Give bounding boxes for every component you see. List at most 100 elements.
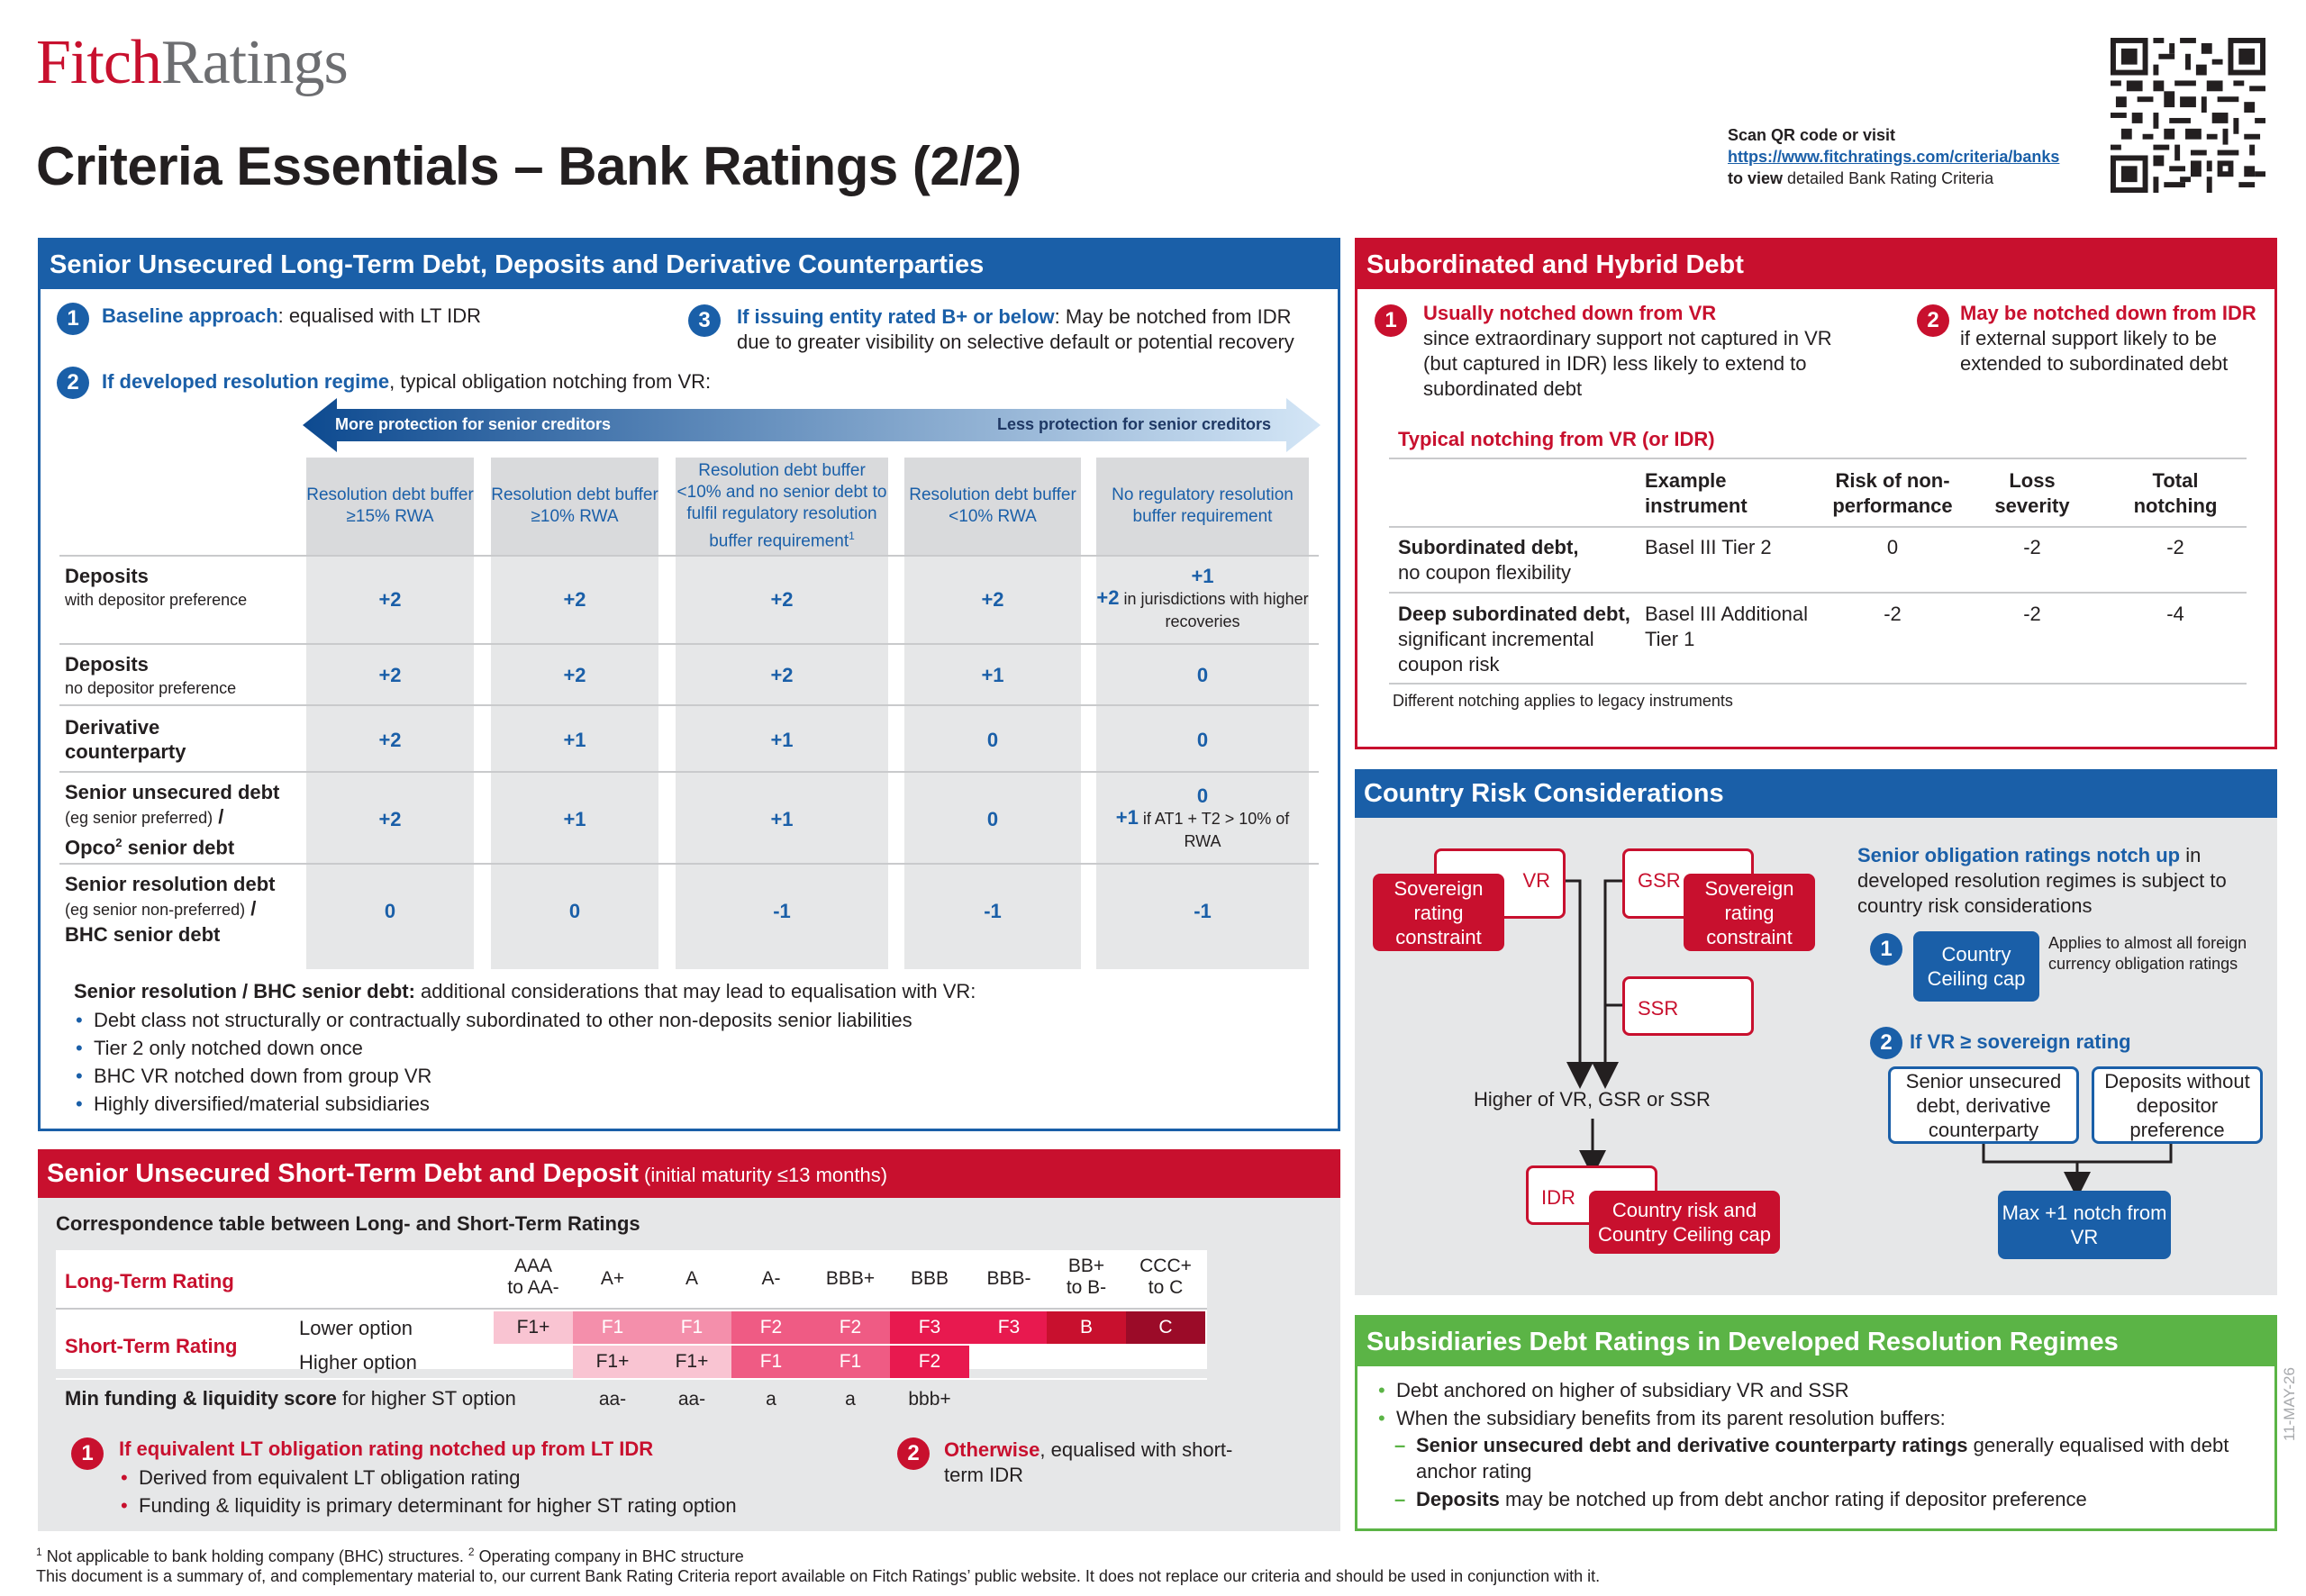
cell: -1: [984, 900, 1002, 922]
cell: 0: [568, 900, 581, 922]
list-item: Debt class not structurally or contractu…: [74, 1006, 912, 1034]
sub-header-total: Total notching: [2133, 469, 2218, 517]
point-2-badge: 2: [57, 367, 89, 399]
sub-row-2-total: -4: [2166, 603, 2184, 625]
st-lower-cell: C: [1126, 1311, 1205, 1344]
st-lower-cell: F1: [652, 1311, 731, 1344]
st-lower-cell: F2: [811, 1311, 890, 1344]
min-score-cell: aa-: [598, 1389, 627, 1410]
row-divider: [59, 704, 1319, 706]
qr-caption: Scan QR code or visit https://www.fitchr…: [1728, 126, 2060, 187]
issuing-entity-b-plus: If issuing entity rated B+ or below: May…: [737, 305, 1294, 353]
sub-header-loss: Loss severity: [1994, 469, 2070, 517]
col-header-4: Resolution debt buffer <10% RWA: [904, 458, 1081, 555]
subsidiaries-title: Subsidiaries Debt Ratings in Developed R…: [1357, 1318, 2274, 1366]
cell: +1: [770, 729, 794, 751]
higher-of-label: Higher of VR, GSR or SSR: [1474, 1088, 1711, 1111]
row-divider: [59, 555, 1319, 557]
subsidiaries-panel: Subsidiaries Debt Ratings in Developed R…: [1355, 1315, 2277, 1531]
col-header-3: Resolution debt buffer <10% and no senio…: [676, 458, 888, 555]
senior-lt-panel: Senior Unsecured Long-Term Debt, Deposit…: [38, 238, 1340, 1131]
list-item: BHC VR notched down from group VR: [74, 1062, 912, 1090]
country-risk-title: Country Risk Considerations: [1355, 769, 2277, 818]
st-higher-cell: F2: [890, 1346, 969, 1378]
sub-divider: [1389, 683, 2247, 685]
st-higher-cell: F1: [811, 1346, 890, 1378]
cell: +2: [563, 588, 586, 611]
st-rating-label: Short-Term Rating: [65, 1335, 238, 1357]
correspondence-subtitle: Correspondence table between Long- and S…: [56, 1212, 640, 1235]
baseline-approach: Baseline approach: equalised with LT IDR: [102, 304, 482, 327]
considerations-list: Debt class not structurally or contractu…: [74, 1006, 912, 1118]
higher-option-label: Higher option: [299, 1351, 417, 1374]
cell: +2: [378, 808, 402, 830]
arrow-left-label: More protection for senior creditors: [335, 415, 612, 433]
cell: 0: [384, 900, 396, 922]
lt-rating-header: BBB: [910, 1268, 949, 1289]
max-notch-box: Max +1 notch from VR: [1998, 1191, 2171, 1259]
min-score-cell: bbb+: [908, 1389, 951, 1410]
lt-rating-header: A+: [600, 1268, 625, 1289]
row-label-senior-resolution: Senior resolution debt (eg senior non-pr…: [65, 873, 276, 946]
row-label-deposits-pref: Deposits with depositor preference: [65, 565, 248, 609]
st-point-1-list: Derived from equivalent LT obligation ra…: [119, 1464, 737, 1519]
lt-rating-header: AAA to AA-: [507, 1256, 559, 1298]
sub-point-1-badge: 1: [1375, 304, 1407, 337]
qr-code-icon[interactable]: [2111, 38, 2265, 193]
point-1-badge: 1: [57, 303, 89, 335]
cell: +1: [563, 808, 586, 830]
list-item: Derived from equivalent LT obligation ra…: [119, 1464, 737, 1492]
st-lower-cell: F3: [890, 1311, 969, 1344]
st-point-1-title: If equivalent LT obligation rating notch…: [119, 1437, 654, 1460]
notching-table-title: Typical notching from VR (or IDR): [1398, 428, 1715, 450]
sub-row-2-instrument: Basel III Additional Tier 1: [1645, 603, 1809, 650]
qr-scan-text: Scan QR code or visit: [1728, 126, 1896, 144]
st-higher-cell: F1+: [573, 1346, 652, 1378]
cell: +1: [563, 729, 586, 751]
sub-row-1-label: Subordinated debt, no coupon flexibility: [1398, 536, 1579, 584]
st-point-1-badge: 1: [71, 1437, 104, 1470]
st-point-2-badge: 2: [897, 1437, 930, 1470]
cell: +1: [981, 664, 1004, 686]
cr-point-1-badge: 1: [1870, 933, 1902, 966]
row-divider: [59, 643, 1319, 645]
st-lower-cell: F1: [573, 1311, 652, 1344]
cell: -1: [1194, 900, 1212, 922]
subsidiaries-list: Debt anchored on higher of subsidiary VR…: [1376, 1376, 2259, 1432]
cell: +1: [770, 808, 794, 830]
footnotes: 1 Not applicable to bank holding company…: [36, 1546, 744, 1565]
vr-sovereign-title: If VR ≥ sovereign rating: [1910, 1030, 2131, 1053]
min-score-cell: a: [766, 1389, 776, 1410]
lt-rating-header: CCC+ to C: [1139, 1256, 1192, 1298]
deposits-no-pref-box: Deposits without depositor preference: [2092, 1066, 2263, 1144]
sub-header-instrument: Example instrument: [1645, 469, 1748, 517]
criteria-link[interactable]: https://www.fitchratings.com/criteria/ba…: [1728, 148, 2060, 166]
sub-row-1-total: -2: [2166, 536, 2184, 558]
cell: +2: [378, 664, 402, 686]
cell: +2: [770, 588, 794, 611]
document-date: 11-MAY-26: [2281, 1367, 2298, 1441]
cell: +2: [563, 664, 586, 686]
cell: +2: [378, 729, 402, 751]
row-label-derivative: Derivative counterparty: [65, 716, 186, 763]
lt-rating-label: Long-Term Rating: [65, 1270, 234, 1292]
lower-option-label: Lower option: [299, 1317, 413, 1339]
disclaimer: This document is a summary of, and compl…: [36, 1567, 1601, 1585]
list-item: Funding & liquidity is primary determina…: [119, 1492, 737, 1519]
subsidiaries-dash-2: – Deposits may be notched up from debt an…: [1394, 1488, 2087, 1510]
country-ceiling-cap-box: Country risk and Country Ceiling cap: [1589, 1191, 1780, 1254]
st-divider: [56, 1308, 1207, 1310]
sub-row-1-instrument: Basel III Tier 2: [1645, 536, 1772, 558]
country-ceiling-box: Country Ceiling cap: [1913, 931, 2039, 1002]
row-divider: [59, 771, 1319, 773]
st-point-2-text: Otherwise, equalised with short- term ID…: [944, 1438, 1233, 1486]
country-ceiling-note: Applies to almost all foreign currency o…: [2048, 934, 2247, 973]
cell: 0: [986, 729, 999, 751]
st-lower-cell: F3: [969, 1311, 1049, 1344]
st-higher-cell: F1+: [652, 1346, 731, 1378]
subsidiaries-dash-1: – Senior unsecured debt and derivative co…: [1394, 1434, 2229, 1483]
row-label-deposits-nopref: Deposits no depositor preference: [65, 653, 237, 697]
lt-rating-header: A: [685, 1268, 698, 1289]
considerations-heading: Senior resolution / BHC senior debt: add…: [74, 980, 976, 1002]
min-funding-label: Min funding & liquidity score for higher…: [65, 1387, 516, 1410]
